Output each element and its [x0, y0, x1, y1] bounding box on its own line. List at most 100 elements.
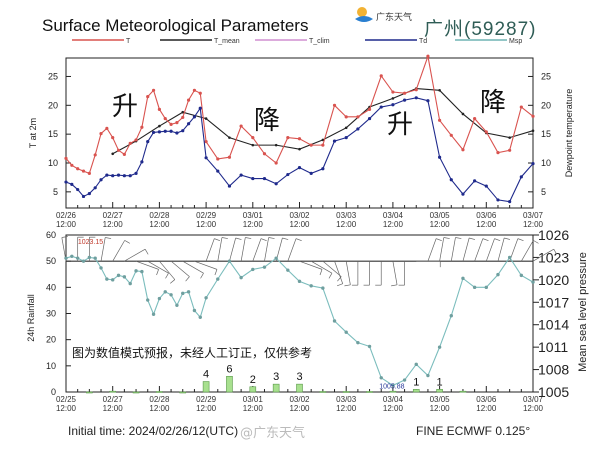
msp-point: [332, 319, 337, 323]
wind-barb-staff: [450, 237, 456, 262]
msp-point: [262, 265, 267, 269]
wind-barb-feather: [482, 238, 489, 241]
t-point: [531, 114, 535, 118]
td-point: [414, 96, 418, 100]
top-x-tick-label: 12:00: [289, 220, 310, 229]
msp-point: [391, 383, 395, 388]
top-x-tick-label: 02/27: [103, 211, 124, 220]
wind-barb-staff: [345, 261, 351, 285]
msp-point: [297, 279, 302, 284]
wind-barb-feather: [282, 237, 289, 240]
td-point: [70, 182, 74, 186]
wind-barb-feather: [319, 269, 323, 276]
wind-barb-staff: [147, 260, 169, 274]
msp-point: [402, 378, 407, 382]
msp-point: [321, 286, 325, 290]
station-label: 广州(59287): [424, 19, 537, 40]
bottom-x-tick-label: 12:00: [476, 404, 497, 413]
top-left-y-axis-label: T at 2m: [28, 118, 38, 148]
wind-barb-feather: [61, 236, 68, 238]
wind-barb-feather: [517, 238, 524, 241]
td-point: [367, 116, 372, 121]
msp-point: [286, 268, 290, 272]
td-point: [426, 99, 430, 103]
wind-barb-staff: [334, 261, 344, 284]
bottom-left-y-tick-label: 20: [46, 335, 56, 345]
t-point: [379, 74, 383, 78]
td-point: [227, 184, 232, 188]
bottom-right-y-tick-label: 1017: [538, 294, 569, 310]
msp-min-label: 1005.88: [379, 383, 404, 390]
wind-barb-staff: [287, 238, 297, 262]
wind-barb-staff: [521, 240, 534, 262]
bottom-x-tick-label: 12:00: [196, 404, 217, 413]
bottom-left-y-tick-label: 40: [46, 282, 56, 292]
t-point: [81, 169, 86, 173]
wind-barb-feather: [443, 237, 450, 239]
t-mean-point: [461, 112, 465, 116]
td-point: [309, 171, 313, 175]
wind-barb-feather: [533, 240, 539, 244]
wind-barb-staff: [240, 237, 246, 262]
legend-label-t-mean: T_mean: [214, 38, 240, 45]
bottom-right-y-tick-label: 1026: [538, 227, 569, 243]
wind-barb-feather: [260, 238, 267, 241]
wind-barb-feather: [235, 237, 242, 240]
wind-barb-staff: [310, 260, 333, 274]
t-point: [309, 143, 313, 147]
rainfall-bar-label: 2: [250, 374, 256, 386]
disclaimer-note: 图为数值模式预报，未经人工订正，仅供参考: [72, 346, 313, 360]
msp-point: [344, 330, 348, 334]
td-point: [286, 172, 290, 177]
td-point: [93, 186, 97, 190]
wind-barb-feather: [124, 240, 131, 244]
msp-point: [198, 315, 202, 319]
wind-barb-feather: [144, 248, 149, 255]
msp-point: [216, 277, 220, 281]
msp-point: [105, 277, 109, 281]
t-point: [251, 136, 255, 140]
rainfall-bar-label: 4: [203, 369, 209, 381]
msp-point: [151, 312, 156, 316]
top-right-y-axis-label: Dewpoint temperature: [564, 89, 574, 178]
initial-time: Initial time: 2024/02/26/12(UTC): [68, 424, 239, 438]
msp-point: [496, 272, 500, 277]
t-point: [198, 91, 202, 95]
td-point: [111, 174, 115, 178]
legend-label-t-clim: T_clim: [309, 38, 330, 45]
wind-barb-feather: [455, 237, 462, 239]
msp-point: [461, 276, 465, 281]
rainfall-bar-label: 3: [273, 371, 279, 383]
t-point: [99, 131, 103, 136]
td-point: [484, 184, 488, 188]
wind-barb-staff: [112, 240, 126, 262]
msp-point: [367, 344, 372, 349]
msp-point: [192, 308, 197, 313]
td-point: [379, 105, 383, 109]
msp-point: [449, 314, 453, 318]
msp-max-label: 1023.15: [78, 239, 103, 246]
t-point: [116, 148, 121, 152]
wind-barb-feather: [221, 237, 228, 239]
annotation-fall-1: 降: [254, 106, 281, 136]
wind-barb-staff: [532, 248, 554, 262]
msp-point: [111, 278, 115, 282]
td-point: [87, 191, 91, 196]
wind-barb-staff: [322, 260, 342, 277]
t-point: [484, 130, 488, 134]
td-point: [181, 129, 185, 133]
td-point: [122, 174, 126, 178]
t-point: [332, 103, 337, 107]
msp-point: [157, 296, 162, 301]
msp-point: [204, 296, 208, 300]
rainfall-bar-label: 1: [437, 376, 443, 388]
t-point: [496, 151, 500, 155]
bottom-x-tick-label: 12:00: [243, 404, 264, 413]
t-point: [157, 107, 161, 111]
t-point: [134, 138, 138, 142]
t-mean-point: [321, 138, 325, 142]
top-left-y-tick-label: 15: [48, 129, 58, 139]
wind-barb-feather: [105, 237, 112, 239]
td-point: [99, 178, 103, 182]
top-x-tick-label: 03/01: [243, 211, 264, 220]
